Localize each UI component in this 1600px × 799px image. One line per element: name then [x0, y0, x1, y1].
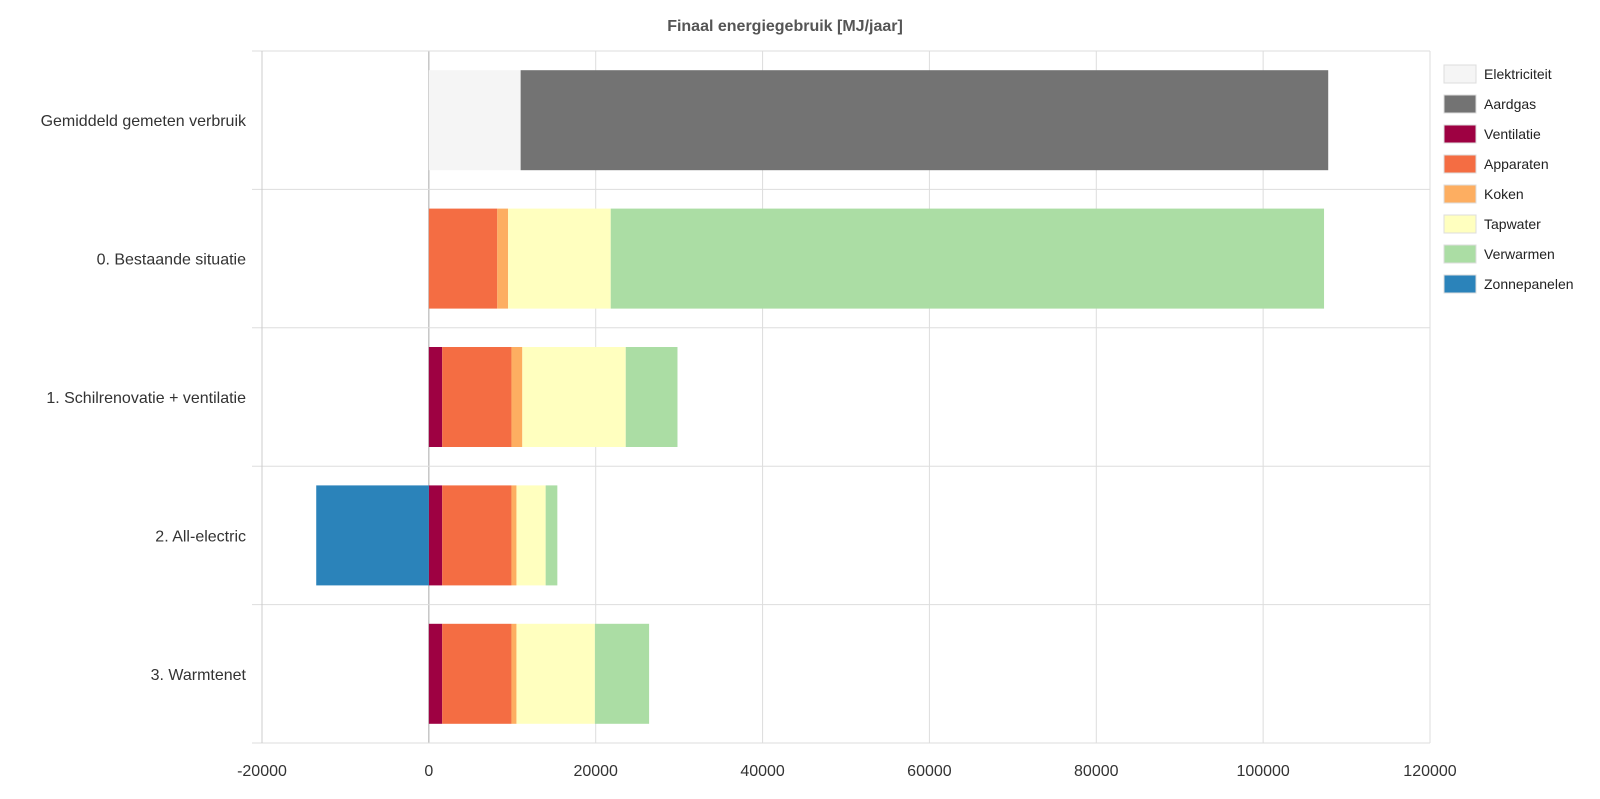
category-label-4: 3. Warmtenet — [151, 667, 247, 684]
category-labels: Gemiddeld gemeten verbruik 0. Bestaande s… — [41, 113, 247, 684]
bar-3-tapwater — [516, 485, 546, 586]
category-label-3: 2. All-electric — [155, 528, 246, 545]
bar-0-aardgas — [520, 70, 1329, 171]
bar-4-ventilatie — [428, 623, 443, 724]
bar-4-koken — [511, 623, 517, 724]
bar-2-koken — [511, 347, 523, 447]
bar-3-zonnepanelen — [316, 485, 429, 586]
bar-2-apparaten — [442, 347, 512, 447]
bars — [316, 70, 1329, 724]
legend-swatch-zonnepanelen — [1443, 274, 1477, 294]
bar-4-verwarmen — [594, 623, 650, 724]
chart-title: Finaal energiegebruik [MJ/jaar] — [667, 18, 903, 35]
legend-label-ventilatie: Ventilatie — [1484, 126, 1541, 142]
legend-swatch-verwarmen — [1443, 244, 1477, 264]
category-label-1: 0. Bestaande situatie — [97, 252, 247, 269]
category-label-0: Gemiddeld gemeten verbruik — [41, 113, 247, 130]
legend-label-koken: Koken — [1484, 186, 1524, 202]
legend-label-tapwater: Tapwater — [1484, 216, 1541, 232]
bar-4-tapwater — [516, 623, 595, 724]
legend-label-verwarmen: Verwarmen — [1484, 246, 1555, 262]
bar-1-verwarmen — [610, 208, 1325, 309]
bar-2-tapwater — [522, 347, 626, 447]
legend-swatch-ventilatie — [1443, 124, 1477, 144]
bar-1-apparaten — [428, 208, 498, 309]
category-label-2: 1. Schilrenovatie + ventilatie — [46, 390, 246, 407]
legend-label-apparaten: Apparaten — [1484, 156, 1549, 172]
x-tick-label-5: 80000 — [1074, 763, 1119, 780]
legend-swatch-apparaten — [1443, 154, 1477, 174]
legend-swatch-tapwater — [1443, 214, 1477, 234]
x-tick-label-0: -20000 — [237, 763, 287, 780]
bar-3-koken — [511, 485, 517, 586]
x-tick-label-6: 100000 — [1236, 763, 1289, 780]
x-axis-tick-labels: -20000 0 20000 40000 60000 80000 100000 120000 — [237, 763, 1457, 780]
legend-label-aardgas: Aardgas — [1484, 96, 1536, 112]
x-tick-label-2: 20000 — [573, 763, 618, 780]
bar-1-koken — [497, 208, 509, 309]
legend-swatch-elektriciteit — [1443, 64, 1477, 84]
x-tick-label-3: 40000 — [740, 763, 785, 780]
legend-label-elektriciteit: Elektriciteit — [1484, 66, 1552, 82]
x-tick-label-4: 60000 — [907, 763, 952, 780]
bar-2-verwarmen — [625, 347, 678, 447]
bar-3-ventilatie — [428, 485, 443, 586]
bar-2-ventilatie — [428, 347, 443, 447]
bar-4-apparaten — [442, 623, 512, 724]
legend: Elektriciteit Aardgas Ventilatie Apparaten K… — [1443, 64, 1574, 294]
legend-label-zonnepanelen: Zonnepanelen — [1484, 276, 1574, 292]
bar-3-apparaten — [442, 485, 512, 586]
x-tick-label-1: 0 — [424, 763, 433, 780]
bar-3-verwarmen — [545, 485, 558, 586]
bar-1-tapwater — [508, 208, 611, 309]
bar-0-elektriciteit — [428, 70, 521, 171]
x-tick-label-7: 120000 — [1403, 763, 1456, 780]
legend-swatch-aardgas — [1443, 94, 1477, 114]
legend-swatch-koken — [1443, 184, 1477, 204]
